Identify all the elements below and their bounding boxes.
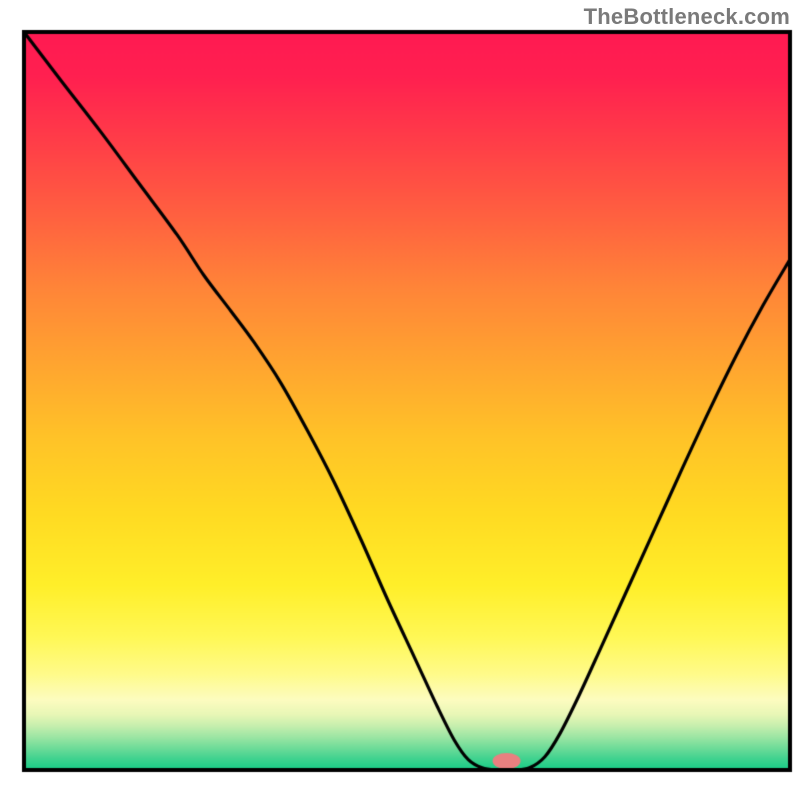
bottleneck-curve-chart xyxy=(0,0,800,800)
watermark-label: TheBottleneck.com xyxy=(584,4,790,30)
chart-root: TheBottleneck.com xyxy=(0,0,800,800)
